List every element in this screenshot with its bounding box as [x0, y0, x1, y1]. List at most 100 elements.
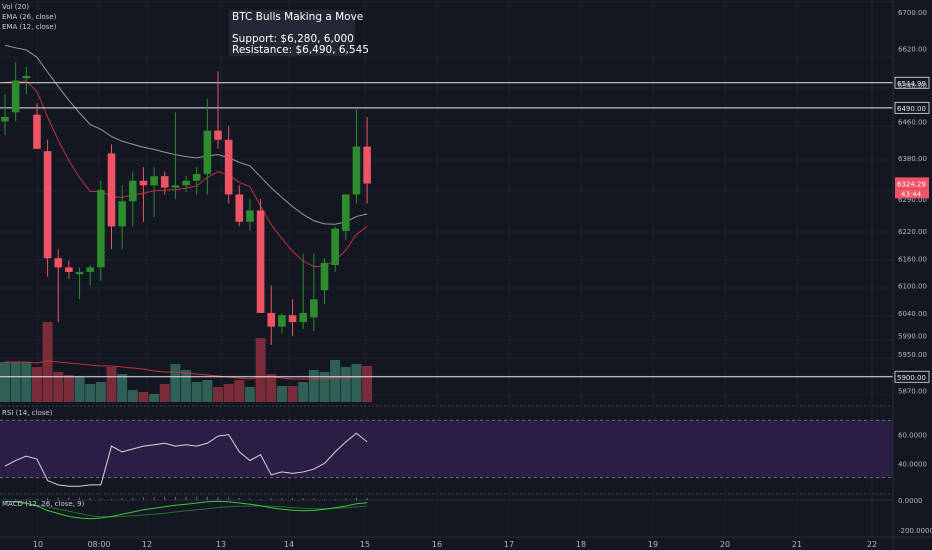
candle-body: [352, 146, 361, 195]
macd-indicator-label[interactable]: MACD (12, 26, close, 9): [2, 500, 85, 508]
y-tick-label: 6040.00: [898, 310, 927, 318]
volume-bar: [287, 386, 298, 402]
volume-bar: [149, 394, 160, 402]
volume-bar: [42, 322, 53, 402]
countdown-label: 43:44: [901, 190, 922, 198]
volume-bar: [298, 382, 309, 402]
candle-body: [256, 210, 265, 313]
candle-body: [182, 180, 190, 186]
annotation-title: BTC Bulls Making a Move: [232, 11, 364, 23]
volume-bar: [308, 370, 319, 402]
x-tick-label: 18: [576, 540, 586, 549]
candle-body: [160, 176, 169, 188]
volume-bar: [276, 386, 287, 402]
x-tick-label: 19: [648, 540, 658, 549]
candle-body: [288, 315, 297, 323]
annotation-support: Support: $6,280, 6,000: [232, 32, 354, 45]
candle-body: [342, 194, 350, 231]
rsi-line: [4, 432, 368, 487]
vol-indicator-label[interactable]: Vol (20): [2, 3, 30, 11]
ema12-line: [4, 80, 368, 268]
volume-bar: [255, 338, 266, 402]
candle-body: [363, 146, 371, 184]
candle-body: [129, 180, 137, 202]
volume-bar: [213, 387, 223, 402]
annotation-note[interactable]: BTC Bulls Making a Move Support: $6,280,…: [229, 10, 369, 56]
volume-bar: [202, 380, 213, 402]
candle-body: [171, 185, 180, 188]
ema26-line: [4, 44, 368, 225]
volume-bar: [159, 384, 170, 402]
level-tag: [894, 76, 930, 89]
volume-ma-line: [5, 360, 368, 380]
volume-bar: [0, 362, 10, 402]
candle-body: [192, 173, 201, 181]
volume-bar: [244, 387, 255, 402]
level-tag: [894, 370, 930, 383]
volume-bar: [340, 367, 351, 402]
countdown-tag: [895, 188, 929, 199]
rsi-band: [0, 420, 893, 478]
candle-body: [22, 75, 31, 79]
y-tick-label: 6380.00: [898, 155, 927, 163]
level-tag-label: 6544.99: [897, 80, 926, 88]
macd-line: [5, 500, 368, 520]
rsi-tick-label: 40.0000: [898, 460, 927, 468]
ema26-indicator-label[interactable]: EMA (26, close): [2, 13, 57, 21]
volume-bar: [21, 362, 32, 402]
candle-body: [97, 189, 105, 268]
volume-bar: [138, 392, 149, 402]
y-tick-label: 6100.00: [898, 283, 927, 291]
candle-body: [43, 151, 52, 259]
volume-bar: [127, 390, 138, 402]
candle-body: [11, 80, 20, 113]
volume-bar: [117, 374, 128, 402]
volume-bar: [53, 372, 64, 402]
y-tick-label: 6620.00: [898, 46, 927, 54]
volume-bar: [170, 364, 181, 402]
y-tick-label: 5950.00: [898, 351, 927, 359]
y-tick-label: 5990.00: [898, 333, 927, 341]
volume-bar: [63, 375, 74, 402]
y-tick-label: 6160.00: [898, 255, 927, 263]
y-tick-label: 6290.00: [898, 196, 927, 204]
candle-body: [54, 258, 63, 268]
volume-bar: [95, 382, 106, 402]
ema12-indicator-label[interactable]: EMA (12, close): [2, 23, 57, 31]
candle-body: [1, 116, 9, 122]
y-tick-label: 6220.00: [898, 228, 927, 236]
x-tick-label: 17: [504, 540, 514, 549]
volume-bar: [266, 374, 277, 402]
volume-bar: [223, 384, 234, 402]
x-tick-label: 21: [792, 540, 802, 549]
x-tick-label: 08:00: [87, 540, 110, 549]
candle-body: [267, 312, 276, 327]
candle-body: [235, 194, 244, 222]
candle-body: [246, 210, 254, 222]
x-tick-label: 22: [867, 540, 877, 549]
x-tick-label: 13: [216, 540, 226, 549]
volume-bar: [85, 384, 96, 402]
y-tick-label: 6700.00: [898, 9, 927, 17]
rsi-tick-label: 60.0000: [898, 432, 927, 440]
y-tick-label: 6540.00: [898, 82, 927, 90]
last-price-tag: [895, 177, 929, 189]
candle-body: [224, 139, 233, 195]
x-tick-label: 10: [33, 540, 43, 549]
volume-bar: [234, 380, 245, 402]
volume-bar: [74, 377, 85, 402]
x-tick-label: 12: [142, 540, 152, 549]
candle-body: [150, 176, 158, 186]
level-tag-label: 6490.00: [897, 105, 926, 113]
x-tick-label: 20: [720, 540, 730, 549]
candle-body: [310, 299, 318, 318]
level-tag-label: 5900.00: [897, 374, 926, 382]
volume-bar: [191, 382, 202, 402]
rsi-indicator-label[interactable]: RSI (14, close): [2, 409, 53, 417]
macd-signal-line: [4, 501, 368, 518]
candle-body: [320, 262, 329, 291]
y-tick-label: 5870.00: [898, 387, 927, 395]
annotation-resistance: Resistance: $6,490, 6,545: [232, 44, 369, 56]
volume-bar: [362, 366, 373, 402]
